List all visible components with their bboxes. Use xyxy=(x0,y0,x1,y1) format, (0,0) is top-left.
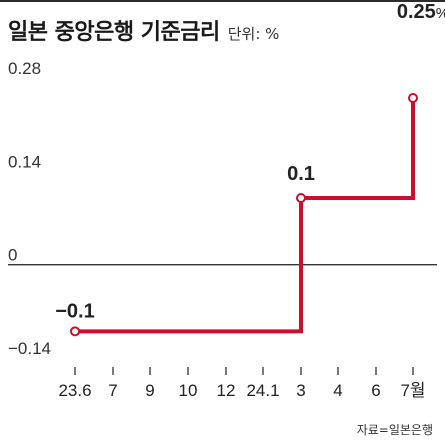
x-tick-label: 3 xyxy=(296,381,305,400)
source-label: 자료=일본은행 xyxy=(356,423,433,437)
x-tick-label: 6 xyxy=(371,381,380,400)
title-row: 일본 중앙은행 기준금리 단위: % xyxy=(8,14,279,46)
y-tick-label: −0.14 xyxy=(8,339,51,358)
x-tick-label: 7 xyxy=(108,381,117,400)
y-tick-label: 0.14 xyxy=(8,152,41,171)
rate-step-line xyxy=(75,98,415,334)
x-tick-label: 24.1 xyxy=(246,381,279,400)
y-tick-label: 0.28 xyxy=(8,59,41,78)
unit-label: 단위: % xyxy=(227,25,280,43)
top-rule xyxy=(0,0,445,2)
x-tick-label: 4 xyxy=(333,381,342,400)
y-tick-label: 0 xyxy=(8,246,17,265)
data-point-marker xyxy=(70,326,80,337)
data-label: 0.1 xyxy=(287,163,315,185)
data-label: −0.1 xyxy=(55,300,94,322)
x-tick-label: 23.6 xyxy=(58,381,91,400)
data-point-marker xyxy=(296,193,306,203)
data-label: 0.25% xyxy=(397,1,445,23)
x-tick-label: 10 xyxy=(179,381,198,400)
chart-title: 일본 중앙은행 기준금리 xyxy=(8,20,220,45)
x-tick-label: 7월 xyxy=(400,381,425,400)
data-point-marker xyxy=(408,93,418,103)
x-tick-label: 9 xyxy=(145,381,154,400)
x-tick-label: 12 xyxy=(217,381,236,400)
